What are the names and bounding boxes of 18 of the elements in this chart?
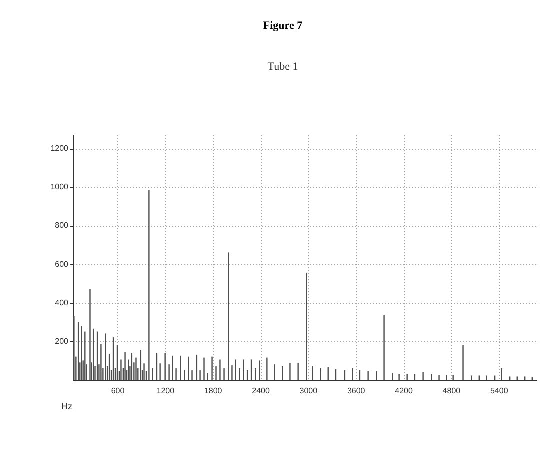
x-tick-label: 3600 xyxy=(347,386,366,396)
x-tick-label: 1200 xyxy=(156,386,176,396)
x-tick-label: 4800 xyxy=(442,386,462,396)
y-tick-label: 1000 xyxy=(50,182,70,192)
chart-subtitle: Tube 1 xyxy=(268,61,298,73)
y-tick-label: 600 xyxy=(55,260,70,269)
x-tick-label: 2400 xyxy=(252,386,270,396)
x-tick-label: 4200 xyxy=(395,386,414,396)
x-axis-title: Hz xyxy=(62,402,73,412)
x-tick-label: 5400 xyxy=(490,386,509,396)
y-tick-label: 800 xyxy=(55,221,70,230)
x-tick-label: 1800 xyxy=(204,386,223,396)
y-tick-label: 200 xyxy=(55,336,70,346)
y-tick-label: 1200 xyxy=(50,144,70,154)
x-tick-label: 600 xyxy=(111,386,126,396)
x-tick-label: 3000 xyxy=(300,386,318,396)
y-tick-label: 400 xyxy=(55,298,70,308)
chart-title: Figure 7 xyxy=(263,20,304,32)
